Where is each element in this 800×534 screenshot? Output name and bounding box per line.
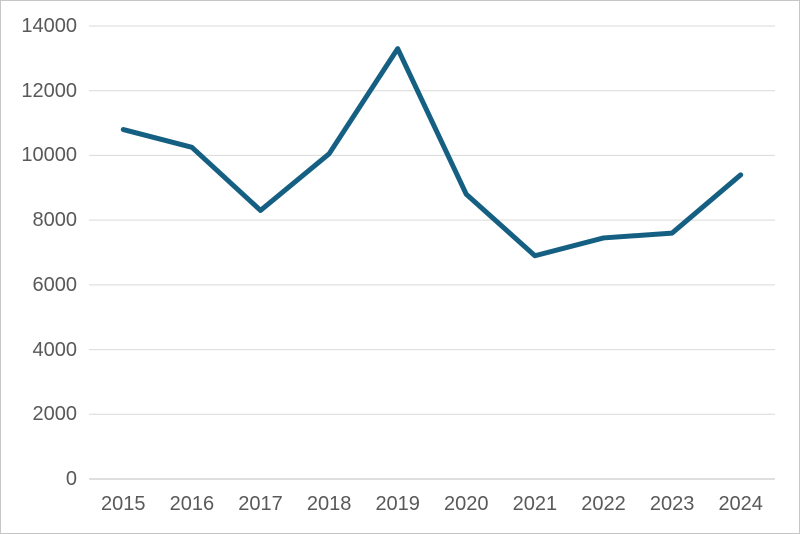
y-tick-label: 14000 — [21, 15, 77, 37]
y-tick-label: 12000 — [21, 79, 77, 102]
x-tick-label: 2017 — [238, 493, 283, 515]
y-tick-label: 6000 — [32, 273, 78, 296]
y-tick-label: 10000 — [21, 144, 77, 167]
x-tick-label: 2016 — [169, 493, 215, 515]
y-tick-label: 8000 — [32, 209, 78, 232]
x-tick-label: 2020 — [444, 493, 489, 515]
y-tick-label: 4000 — [32, 338, 78, 361]
x-tick-label: 2019 — [375, 493, 420, 515]
x-tick-label: 2018 — [306, 493, 352, 515]
x-tick-label: 2023 — [649, 493, 695, 515]
data-series-line — [120, 46, 744, 259]
y-tick-label: 0 — [65, 468, 77, 490]
x-tick-label: 2021 — [512, 493, 558, 515]
y-tick-label: 2000 — [32, 403, 78, 426]
x-tick-label: 2024 — [718, 493, 763, 515]
x-tick-label: 2015 — [101, 493, 146, 515]
x-tick-label: 2022 — [581, 493, 626, 515]
